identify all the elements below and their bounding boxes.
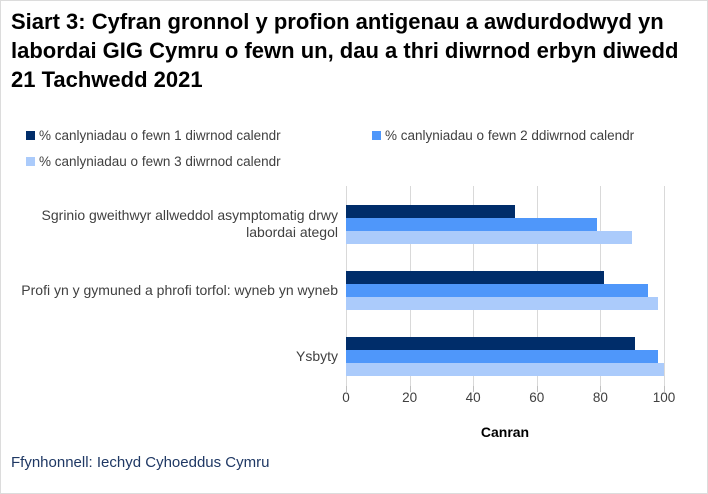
category-rows: Sgrinio gweithwyr allweddol asymptomatig… — [1, 191, 664, 389]
category-label: Ysbyty — [295, 347, 338, 364]
category-label: Sgrinio gweithwyr allweddol asymptomatig… — [41, 207, 338, 240]
bar — [346, 230, 633, 244]
axis-tick — [536, 386, 538, 392]
bar-group — [346, 336, 664, 376]
bar — [346, 283, 649, 297]
axis-tick — [473, 386, 475, 392]
source-note: Ffynhonnell: Iechyd Cyhoeddus Cymru — [11, 454, 270, 471]
axis-tick — [346, 386, 347, 392]
bar-group-row: Sgrinio gweithwyr allweddol asymptomatig… — [1, 191, 664, 257]
x-tick-label: 0 — [342, 390, 350, 405]
bar — [346, 296, 658, 310]
legend-item-3-days: % canlyniadau o fewn 3 diwrnod calendr — [26, 154, 281, 169]
legend-label-3-days: % canlyniadau o fewn 3 diwrnod calendr — [39, 154, 281, 169]
x-tick-label: 80 — [592, 390, 608, 405]
legend-swatch-1-day-icon — [26, 131, 35, 140]
bar-group-row: Profi yn y gymuned a phrofi torfol: wyne… — [1, 257, 664, 323]
x-axis-tick-labels: 0 20 40 60 80 100 — [342, 390, 675, 406]
legend-item-2-days: % canlyniadau o fewn 2 ddiwrnod calendr — [372, 128, 634, 143]
bar-group — [346, 204, 664, 244]
x-axis-title: Canran — [480, 424, 530, 440]
x-tick-label: 60 — [529, 390, 545, 405]
axis-tick — [664, 386, 665, 392]
bar — [346, 336, 636, 350]
bar — [346, 349, 658, 363]
legend-label-1-day: % canlyniadau o fewn 1 diwrnod calendr — [39, 128, 281, 143]
legend-swatch-3-days-icon — [26, 157, 35, 166]
axis-tick — [600, 386, 602, 392]
bar — [346, 270, 604, 284]
bar-group — [346, 270, 664, 310]
bar-group-row: Ysbyty — [1, 323, 664, 389]
x-tick-label: 40 — [465, 390, 481, 405]
legend-label-2-days: % canlyniadau o fewn 2 ddiwrnod calendr — [385, 128, 635, 143]
x-tick-label: 100 — [652, 390, 676, 405]
gridline — [664, 186, 665, 386]
legend-item-1-day: % canlyniadau o fewn 1 diwrnod calendr — [26, 128, 281, 143]
x-tick-label: 20 — [402, 390, 418, 405]
axis-tick — [409, 386, 411, 392]
bar — [346, 362, 664, 376]
legend-swatch-2-days-icon — [372, 131, 381, 140]
category-label: Profi yn y gymuned a phrofi torfol: wyne… — [21, 281, 338, 298]
bar — [346, 204, 515, 218]
chart-title: Siart 3: Cyfran gronnol y profion antige… — [11, 9, 679, 92]
bar — [346, 217, 598, 231]
